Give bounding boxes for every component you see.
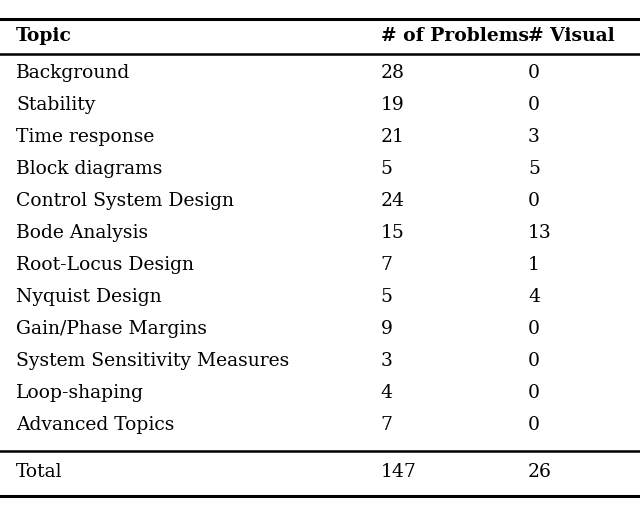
Text: 7: 7 (381, 417, 393, 434)
Text: 0: 0 (528, 192, 540, 210)
Text: Time response: Time response (16, 128, 154, 146)
Text: 0: 0 (528, 384, 540, 402)
Text: # Visual: # Visual (528, 27, 615, 45)
Text: Background: Background (16, 64, 131, 82)
Text: Block diagrams: Block diagrams (16, 160, 163, 178)
Text: 0: 0 (528, 417, 540, 434)
Text: 147: 147 (381, 463, 417, 481)
Text: 7: 7 (381, 256, 393, 274)
Text: 0: 0 (528, 96, 540, 114)
Text: 3: 3 (528, 128, 540, 146)
Text: 24: 24 (381, 192, 404, 210)
Text: Nyquist Design: Nyquist Design (16, 288, 162, 306)
Text: 28: 28 (381, 64, 404, 82)
Text: Loop-shaping: Loop-shaping (16, 384, 144, 402)
Text: 1: 1 (528, 256, 540, 274)
Text: Advanced Topics: Advanced Topics (16, 417, 174, 434)
Text: Gain/Phase Margins: Gain/Phase Margins (16, 320, 207, 338)
Text: Total: Total (16, 463, 63, 481)
Text: Stability: Stability (16, 96, 95, 114)
Text: 0: 0 (528, 64, 540, 82)
Text: 13: 13 (528, 224, 552, 242)
Text: 4: 4 (381, 384, 393, 402)
Text: 0: 0 (528, 320, 540, 338)
Text: 0: 0 (528, 352, 540, 370)
Text: Topic: Topic (16, 27, 72, 45)
Text: 9: 9 (381, 320, 393, 338)
Text: Control System Design: Control System Design (16, 192, 234, 210)
Text: 5: 5 (381, 160, 393, 178)
Text: Root-Locus Design: Root-Locus Design (16, 256, 194, 274)
Text: 21: 21 (381, 128, 404, 146)
Text: System Sensitivity Measures: System Sensitivity Measures (16, 352, 289, 370)
Text: 26: 26 (528, 463, 552, 481)
Text: 19: 19 (381, 96, 404, 114)
Text: 15: 15 (381, 224, 404, 242)
Text: 5: 5 (381, 288, 393, 306)
Text: 3: 3 (381, 352, 393, 370)
Text: Bode Analysis: Bode Analysis (16, 224, 148, 242)
Text: 4: 4 (528, 288, 540, 306)
Text: # of Problems: # of Problems (381, 27, 529, 45)
Text: 5: 5 (528, 160, 540, 178)
